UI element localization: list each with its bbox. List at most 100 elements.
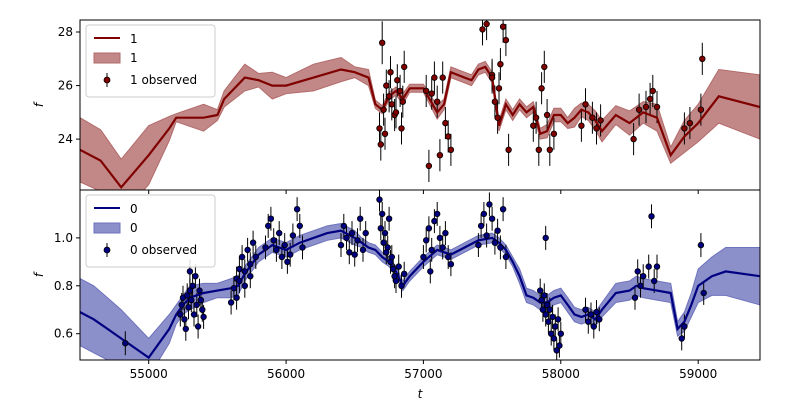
observed-point (196, 287, 203, 294)
observed-point (542, 234, 549, 242)
observed-point (653, 263, 661, 270)
observed-point (645, 263, 652, 270)
legend-band-marker (93, 222, 121, 234)
observed-point (394, 76, 401, 84)
observed-point (387, 68, 394, 76)
legend-entry-observed: 0 observed (130, 243, 197, 257)
observed-point (194, 323, 202, 330)
observed-point (431, 74, 438, 81)
mean-line (80, 65, 760, 190)
observed-point (554, 316, 562, 323)
observed-point (186, 287, 194, 294)
observed-point (273, 246, 280, 254)
observed-point (396, 87, 404, 95)
observed-point (475, 241, 482, 249)
y-tick-label: 28 (58, 25, 73, 39)
observed-point (582, 306, 589, 313)
observed-point (502, 253, 510, 261)
observed-point (434, 210, 441, 218)
observed-point (538, 296, 545, 304)
observed-point (287, 251, 294, 258)
observed-point (491, 239, 499, 246)
x-tick-label: 58000 (542, 367, 580, 381)
observed-point (401, 63, 408, 71)
observed-point (545, 318, 552, 325)
observed-point (383, 82, 390, 89)
observed-point (442, 119, 449, 127)
observed-point (477, 222, 485, 230)
observed-point (532, 114, 540, 121)
observed-point (630, 135, 637, 143)
observed-point (678, 335, 685, 342)
observed-point (582, 101, 589, 108)
observed-point (697, 106, 705, 113)
legend-entry-band: 0 (130, 221, 138, 235)
observed-point (541, 292, 548, 299)
observed-point (488, 215, 496, 222)
observed-point (653, 103, 661, 111)
observed-point (276, 229, 283, 237)
observed-point (380, 106, 387, 113)
observed-point (491, 98, 499, 105)
observed-point (499, 205, 507, 213)
observed-point (423, 237, 430, 244)
observed-point (183, 292, 191, 299)
observed-point (646, 95, 654, 103)
observed-point (181, 316, 188, 323)
observed-point (390, 265, 397, 273)
observed-point (548, 330, 555, 337)
observed-point (427, 268, 434, 275)
observed-point (247, 273, 254, 280)
observed-point (546, 146, 553, 153)
legend: 1 1 1 observed (85, 24, 216, 98)
observed-point (185, 304, 192, 311)
observed-point (499, 23, 507, 30)
observed-point (447, 146, 455, 153)
observed-point (425, 162, 433, 170)
y-tick-label: 0.8 (54, 279, 73, 293)
observed-point (428, 90, 435, 97)
y-tick-label: 0.6 (54, 327, 73, 341)
observed-point (359, 246, 367, 254)
legend-box (85, 24, 216, 98)
observed-point (381, 130, 389, 137)
observed-point (597, 117, 604, 124)
observed-point (249, 239, 257, 246)
observed-points (122, 196, 707, 354)
observed-point (445, 253, 452, 261)
x-axis-label: t (418, 387, 424, 400)
observed-point (420, 253, 427, 261)
observed-point (401, 270, 408, 277)
observed-point (267, 215, 275, 222)
observed-point (340, 222, 347, 230)
observed-point (186, 268, 194, 275)
observed-point (596, 316, 603, 323)
observed-point (550, 130, 558, 137)
observed-point (241, 282, 248, 289)
legend-point-marker (103, 76, 111, 84)
observed-point (357, 215, 364, 222)
observed-point (236, 277, 243, 285)
observed-point (505, 146, 512, 153)
observed-point (383, 249, 390, 256)
observed-point (556, 342, 563, 349)
observed-point (376, 125, 383, 132)
observed-point (190, 311, 198, 318)
observed-point (535, 146, 542, 153)
observed-point (189, 282, 196, 289)
observed-point (122, 340, 129, 347)
observed-point (200, 313, 207, 321)
observed-point (483, 20, 490, 28)
observed-point (281, 241, 288, 249)
observed-point (177, 311, 184, 318)
observed-point (439, 74, 446, 81)
observed-point (497, 60, 504, 68)
observed-point (337, 241, 345, 249)
y-axis-label: f (32, 101, 46, 107)
observed-point (241, 268, 248, 275)
x-ticks (148, 190, 699, 194)
observed-point (634, 268, 641, 275)
observed-point (686, 119, 694, 127)
observed-point (557, 330, 564, 337)
